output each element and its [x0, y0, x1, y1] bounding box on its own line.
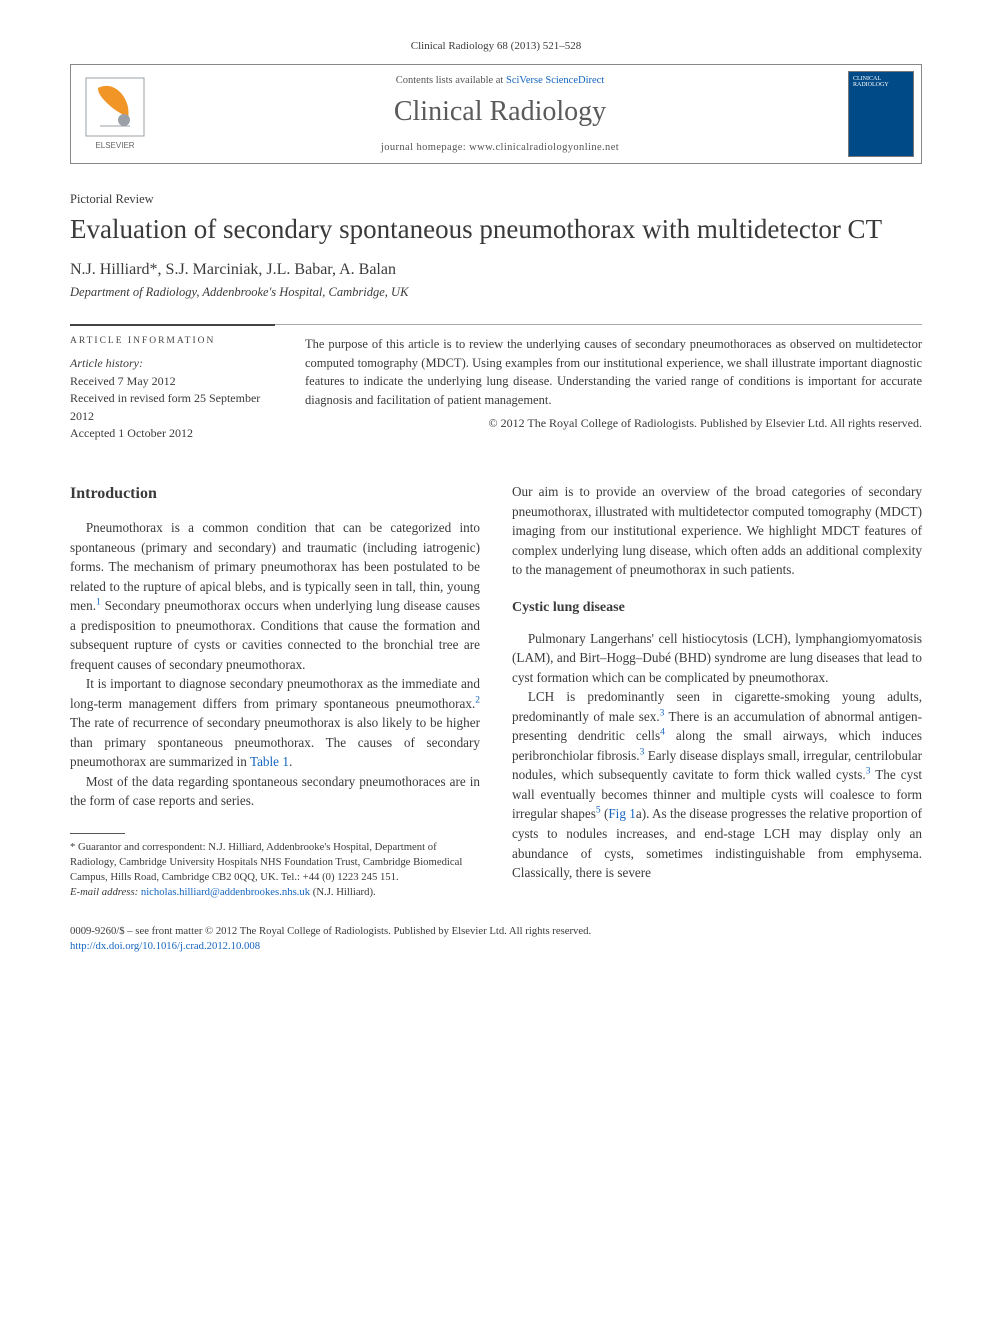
history-label: Article history: [70, 356, 275, 371]
footnote-separator [70, 833, 125, 834]
abstract-text: The purpose of this article is to review… [305, 337, 922, 407]
body-columns: Introduction Pneumothorax is a common co… [70, 482, 922, 900]
history-revised: Received in revised form 25 September 20… [70, 390, 275, 425]
homepage-prefix: journal homepage: [381, 142, 469, 153]
email-footnote: E-mail address: nicholas.hilliard@addenb… [70, 885, 480, 900]
authors: N.J. Hilliard*, S.J. Marciniak, J.L. Bab… [70, 261, 922, 279]
abstract-block: The purpose of this article is to review… [305, 325, 922, 443]
guarantor-footnote: * Guarantor and correspondent: N.J. Hill… [70, 840, 480, 885]
cover-thumb-container: CLINICAL RADIOLOGY [841, 65, 921, 163]
cystic-p1: Pulmonary Langerhans' cell histiocytosis… [512, 629, 922, 688]
contents-prefix: Contents lists available at [396, 75, 506, 86]
journal-cover-icon[interactable]: CLINICAL RADIOLOGY [848, 71, 914, 157]
issn-line: 0009-9260/$ – see front matter © 2012 Th… [70, 924, 922, 939]
email-link[interactable]: nicholas.hilliard@addenbrookes.nhs.uk [141, 886, 310, 898]
email-label: E-mail address: [70, 886, 141, 898]
cover-label: CLINICAL RADIOLOGY [853, 76, 913, 88]
table1-link[interactable]: Table 1 [250, 754, 289, 769]
info-row: ARTICLE INFORMATION Article history: Rec… [70, 324, 922, 443]
article-title: Evaluation of secondary spontaneous pneu… [70, 213, 922, 247]
intro-heading: Introduction [70, 482, 480, 506]
intro-p3: Most of the data regarding spontaneous s… [70, 772, 480, 811]
journal-header: ELSEVIER Contents lists available at Sci… [70, 64, 922, 164]
ref-2[interactable]: 2 [475, 695, 480, 705]
homepage-line: journal homepage: www.clinicalradiologyo… [167, 142, 833, 153]
affiliation: Department of Radiology, Addenbrooke's H… [70, 285, 922, 300]
fig1-link[interactable]: Fig 1 [608, 806, 636, 821]
header-center: Contents lists available at SciVerse Sci… [159, 65, 841, 163]
contents-available-line: Contents lists available at SciVerse Sci… [167, 75, 833, 86]
history-accepted: Accepted 1 October 2012 [70, 425, 275, 442]
citation-line: Clinical Radiology 68 (2013) 521–528 [70, 40, 922, 52]
homepage-url[interactable]: www.clinicalradiologyonline.net [469, 142, 619, 153]
column-right: Our aim is to provide an overview of the… [512, 482, 922, 900]
journal-name: Clinical Radiology [167, 96, 833, 128]
col2-p1: Our aim is to provide an overview of the… [512, 482, 922, 580]
article-info-block: ARTICLE INFORMATION Article history: Rec… [70, 324, 275, 443]
column-left: Introduction Pneumothorax is a common co… [70, 482, 480, 900]
copyright-line: © 2012 The Royal College of Radiologists… [305, 414, 922, 432]
intro-p2c: . [289, 754, 292, 769]
page: Clinical Radiology 68 (2013) 521–528 ELS… [0, 0, 992, 984]
history-received: Received 7 May 2012 [70, 373, 275, 390]
intro-p1b: Secondary pneumothorax occurs when under… [70, 598, 480, 672]
elsevier-logo-icon[interactable]: ELSEVIER [80, 74, 150, 154]
cystic-heading: Cystic lung disease [512, 598, 922, 619]
intro-p1: Pneumothorax is a common condition that … [70, 518, 480, 674]
elsevier-logo-container: ELSEVIER [71, 65, 159, 163]
sciencedirect-link[interactable]: SciVerse ScienceDirect [506, 75, 604, 86]
cystic-p2: LCH is predominantly seen in cigarette-s… [512, 687, 922, 882]
bottom-matter: 0009-9260/$ – see front matter © 2012 Th… [70, 924, 922, 954]
intro-p2: It is important to diagnose secondary pn… [70, 674, 480, 772]
email-suffix: (N.J. Hilliard). [310, 886, 376, 898]
doi-link[interactable]: http://dx.doi.org/10.1016/j.crad.2012.10… [70, 940, 260, 952]
svg-text:ELSEVIER: ELSEVIER [95, 141, 134, 150]
article-info-heading: ARTICLE INFORMATION [70, 336, 275, 346]
intro-p2a: It is important to diagnose secondary pn… [70, 676, 480, 711]
article-type: Pictorial Review [70, 192, 922, 207]
